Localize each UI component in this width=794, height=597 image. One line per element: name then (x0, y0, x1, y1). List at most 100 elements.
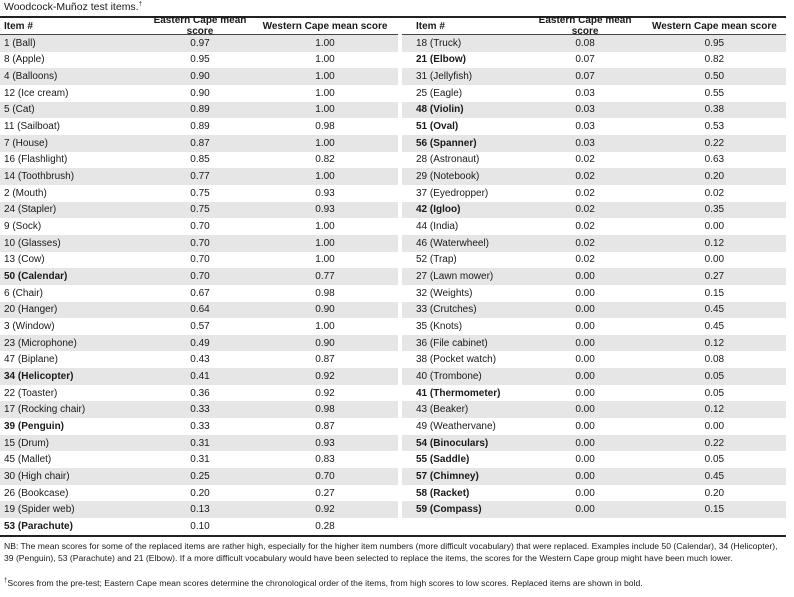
western-cape-score: 0.05 (704, 454, 725, 466)
eastern-cape-score: 0.02 (575, 237, 595, 249)
eastern-cape-score: 0.31 (190, 454, 210, 466)
item-cell: 42 (Igloo) (416, 204, 461, 216)
western-cape-score: 0.45 (704, 320, 725, 332)
table-row: 3 (Window) 0.57 1.00 (0, 318, 398, 335)
item-cell: 5 (Cat) (4, 104, 35, 116)
western-cape-score: 0.12 (704, 404, 725, 416)
footnote-text: Scores from the pre-test; Eastern Cape m… (7, 577, 643, 588)
item-cell: 10 (Glasses) (4, 237, 61, 249)
table-header: Item # Eastern Cape mean score Western C… (402, 15, 786, 37)
item-cell: 58 (Racket) (416, 487, 470, 499)
item-cell: 33 (Crutches) (416, 304, 477, 316)
item-cell: 51 (Oval) (416, 121, 459, 133)
footnote-mark: † (4, 578, 8, 584)
eastern-cape-score: 0.20 (190, 487, 210, 499)
table-row: 57 (Chimney) 0.00 0.45 (402, 468, 786, 485)
item-cell: 34 (Helicopter) (4, 370, 74, 382)
table-top-rule (0, 16, 786, 18)
western-cape-score: 0.20 (704, 487, 725, 499)
item-cell: 15 (Drum) (4, 437, 50, 449)
table-right-half: Item # Eastern Cape mean score Western C… (402, 15, 786, 535)
item-cell: 40 (Trombone) (416, 370, 482, 382)
item-cell: 41 (Thermometer) (416, 387, 501, 399)
table-row: 59 (Compass) 0.00 0.15 (402, 501, 786, 519)
item-cell: 8 (Apple) (4, 54, 45, 66)
header-eastern-cape: Eastern Cape mean score (538, 15, 632, 37)
western-cape-score: 0.38 (704, 104, 725, 116)
item-cell: 57 (Chimney) (416, 470, 479, 482)
table-row: 53 (Parachute) 0.10 0.28 (0, 518, 398, 535)
header-item: Item # (416, 20, 445, 32)
western-cape-score: 0.92 (315, 387, 335, 399)
table-row: 22 (Toaster) 0.36 0.92 (0, 385, 398, 402)
item-cell: 24 (Stapler) (4, 204, 57, 216)
table-row: 19 (Spider web) 0.13 0.92 (0, 501, 398, 519)
western-cape-score: 1.00 (315, 87, 335, 99)
western-cape-score: 0.15 (704, 287, 725, 299)
eastern-cape-score: 0.00 (575, 271, 595, 283)
item-cell: 48 (Violin) (416, 104, 464, 116)
eastern-cape-score: 0.41 (190, 370, 210, 382)
eastern-cape-score: 0.07 (575, 71, 595, 83)
western-cape-score: 0.98 (315, 287, 335, 299)
item-cell: 50 (Calendar) (4, 271, 68, 283)
item-cell: 3 (Window) (4, 320, 55, 332)
eastern-cape-score: 0.02 (575, 204, 595, 216)
western-cape-score: 0.82 (315, 154, 335, 166)
table-row: 41 (Thermometer) 0.00 0.05 (402, 385, 786, 402)
table-row: 33 (Crutches) 0.00 0.45 (402, 301, 786, 319)
item-cell: 30 (High chair) (4, 470, 70, 482)
table-left-half: Item # Eastern Cape mean score Western C… (0, 15, 398, 535)
table-row: 30 (High chair) 0.25 0.70 (0, 468, 398, 485)
item-cell: 29 (Notebook) (416, 171, 480, 183)
table-row: 58 (Racket) 0.00 0.20 (402, 485, 786, 502)
table-row: 52 (Trap) 0.02 0.00 (402, 252, 786, 269)
western-cape-score: 1.00 (315, 320, 335, 332)
western-cape-score: 1.00 (315, 137, 335, 149)
eastern-cape-score: 0.13 (190, 504, 210, 516)
item-cell: 37 (Eyedropper) (416, 187, 489, 199)
eastern-cape-score: 0.90 (190, 87, 210, 99)
western-cape-score: 0.63 (704, 154, 725, 166)
table-row: 13 (Cow) 0.70 1.00 (0, 252, 398, 269)
eastern-cape-score: 0.67 (190, 287, 210, 299)
western-cape-score: 0.00 (704, 420, 725, 432)
eastern-cape-score: 0.00 (575, 304, 595, 316)
table-row: 11 (Sailboat) 0.89 0.98 (0, 118, 398, 135)
item-cell: 18 (Truck) (416, 37, 462, 49)
item-cell: 13 (Cow) (4, 254, 45, 266)
item-cell: 20 (Hanger) (4, 304, 58, 316)
table-row: 26 (Bookcase) 0.20 0.27 (0, 485, 398, 502)
eastern-cape-score: 0.36 (190, 387, 210, 399)
table-row: 12 (Ice cream) 0.90 1.00 (0, 85, 398, 102)
western-cape-score: 1.00 (315, 171, 335, 183)
table-row: 40 (Trombone) 0.00 0.05 (402, 368, 786, 385)
table-row (402, 518, 786, 535)
item-cell: 53 (Parachute) (4, 520, 73, 532)
table-row: 25 (Eagle) 0.03 0.55 (402, 85, 786, 102)
western-cape-score: 0.27 (315, 487, 335, 499)
item-cell: 22 (Toaster) (4, 387, 58, 399)
item-cell: 45 (Mallet) (4, 454, 52, 466)
table-row: 20 (Hanger) 0.64 0.90 (0, 301, 398, 319)
table-row: 43 (Beaker) 0.00 0.12 (402, 401, 786, 419)
western-cape-score: 0.87 (315, 420, 335, 432)
item-cell: 56 (Spanner) (416, 137, 477, 149)
eastern-cape-score: 0.03 (575, 137, 595, 149)
eastern-cape-score: 0.57 (190, 320, 210, 332)
eastern-cape-score: 0.70 (190, 271, 210, 283)
western-cape-score: 0.55 (704, 87, 725, 99)
eastern-cape-score: 0.70 (190, 254, 210, 266)
item-cell: 23 (Microphone) (4, 337, 77, 349)
table-row: 48 (Violin) 0.03 0.38 (402, 101, 786, 119)
table-bottom-rule (0, 535, 786, 537)
table-note: NB: The mean scores for some of the repl… (4, 541, 778, 563)
eastern-cape-score: 0.87 (190, 137, 210, 149)
table-footnote: †Scores from the pre-test; Eastern Cape … (4, 575, 788, 589)
western-cape-score: 0.00 (704, 221, 725, 233)
western-cape-score: 0.90 (315, 337, 335, 349)
table-header: Item # Eastern Cape mean score Western C… (0, 15, 398, 37)
eastern-cape-score: 0.10 (190, 520, 210, 532)
western-cape-score: 0.83 (315, 454, 335, 466)
header-western-cape: Western Cape mean score (651, 20, 777, 32)
